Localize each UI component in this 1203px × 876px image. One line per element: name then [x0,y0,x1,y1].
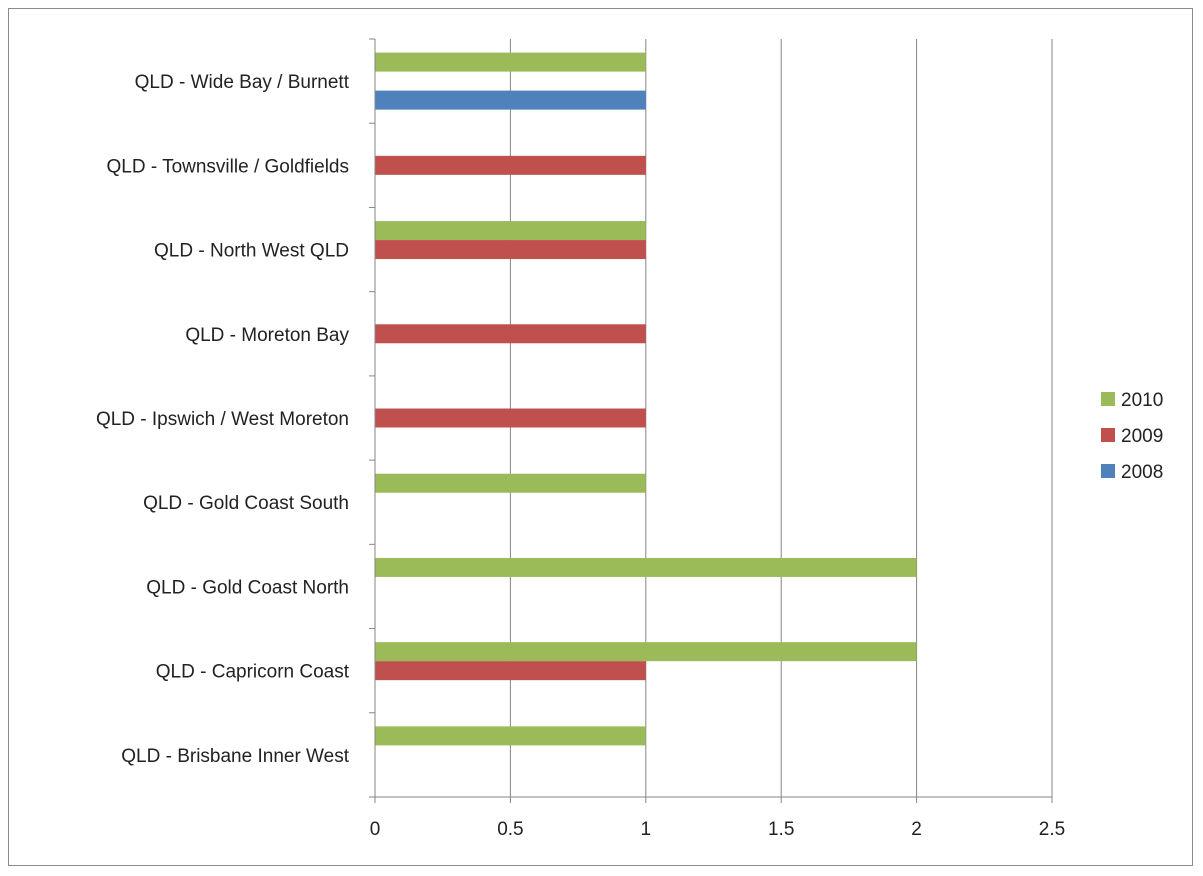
x-tick-label: 0 [370,819,381,840]
bars [375,52,917,746]
legend-swatch-2009 [1101,428,1115,442]
category-label: QLD - Capricorn Coast [156,662,350,683]
bar-2010 [375,557,917,577]
category-label: QLD - Gold Coast South [143,493,349,514]
x-tick-label: 0.5 [497,819,523,840]
x-tick-labels: 0 0.5 1 1.5 2 2.5 [370,819,1066,840]
legend-swatch-2008 [1101,464,1115,478]
category-label: QLD - Brisbane Inner West [121,746,349,767]
x-tick-label: 1 [641,819,652,840]
x-tick-label: 2.5 [1039,819,1065,840]
bar-2010 [375,473,646,493]
bar-2009 [375,240,646,260]
bar-chart: QLD - Brisbane Inner West QLD - Capricorn… [96,38,1163,840]
x-tick-label: 2 [911,819,922,840]
category-label: QLD - Ipswich / West Moreton [96,409,349,430]
bar-2009 [375,408,646,428]
legend-label-2010: 2010 [1121,390,1163,411]
bar-2009 [375,324,646,344]
category-labels: QLD - Brisbane Inner West QLD - Capricorn… [96,72,350,767]
category-label: QLD - Gold Coast North [146,577,349,598]
x-tick-label: 1.5 [768,819,794,840]
category-label: QLD - Moreton Bay [185,325,349,346]
bar-2009 [375,155,646,175]
legend: 2010 2009 2008 [1101,390,1163,483]
bar-2010 [375,642,917,662]
bar-2010 [375,52,646,72]
legend-label-2008: 2008 [1121,462,1163,483]
bar-2010 [375,726,646,746]
axes [369,38,1053,803]
bar-2010 [375,221,646,241]
category-label: QLD - Townsville / Goldfields [106,156,349,177]
bar-2008 [375,90,646,110]
chart-frame: QLD - Brisbane Inner West QLD - Capricorn… [8,8,1193,866]
bar-2009 [375,661,646,681]
category-label: QLD - North West QLD [154,241,349,262]
legend-label-2009: 2009 [1121,426,1163,447]
category-label: QLD - Wide Bay / Burnett [135,72,350,93]
legend-swatch-2010 [1101,392,1115,406]
